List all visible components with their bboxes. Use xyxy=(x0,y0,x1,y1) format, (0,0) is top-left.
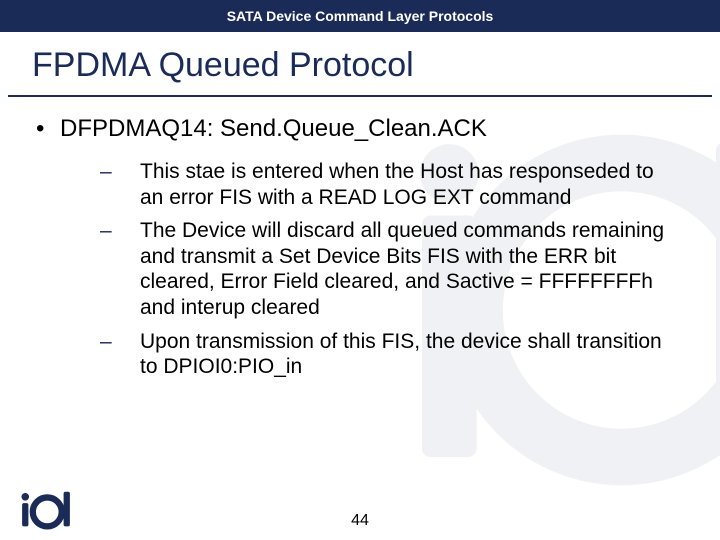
dash-marker: – xyxy=(100,159,140,210)
list-item: – Upon transmission of this FIS, the dev… xyxy=(100,329,684,380)
sub-item-text: This stae is entered when the Host has r… xyxy=(140,159,684,210)
dash-marker: – xyxy=(100,329,140,380)
iol-logo-icon xyxy=(14,488,78,532)
list-item: – This stae is entered when the Host has… xyxy=(100,159,684,210)
bullet-text: DFPDMAQ14: Send.Queue_Clean.ACK xyxy=(60,115,487,143)
dash-marker: – xyxy=(100,218,140,320)
slide-title: FPDMA Queued Protocol xyxy=(8,32,712,97)
main-bullet: • DFPDMAQ14: Send.Queue_Clean.ACK xyxy=(36,115,684,143)
sub-bullet-list: – This stae is entered when the Host has… xyxy=(36,159,684,380)
list-item: – The Device will discard all queued com… xyxy=(100,218,684,320)
bullet-marker: • xyxy=(36,115,60,143)
page-number: 44 xyxy=(0,512,720,530)
content-area: • DFPDMAQ14: Send.Queue_Clean.ACK – This… xyxy=(0,97,720,380)
header-text: SATA Device Command Layer Protocols xyxy=(227,8,494,24)
header-bar: SATA Device Command Layer Protocols xyxy=(0,0,720,32)
sub-item-text: Upon transmission of this FIS, the devic… xyxy=(140,329,684,380)
sub-item-text: The Device will discard all queued comma… xyxy=(140,218,684,320)
